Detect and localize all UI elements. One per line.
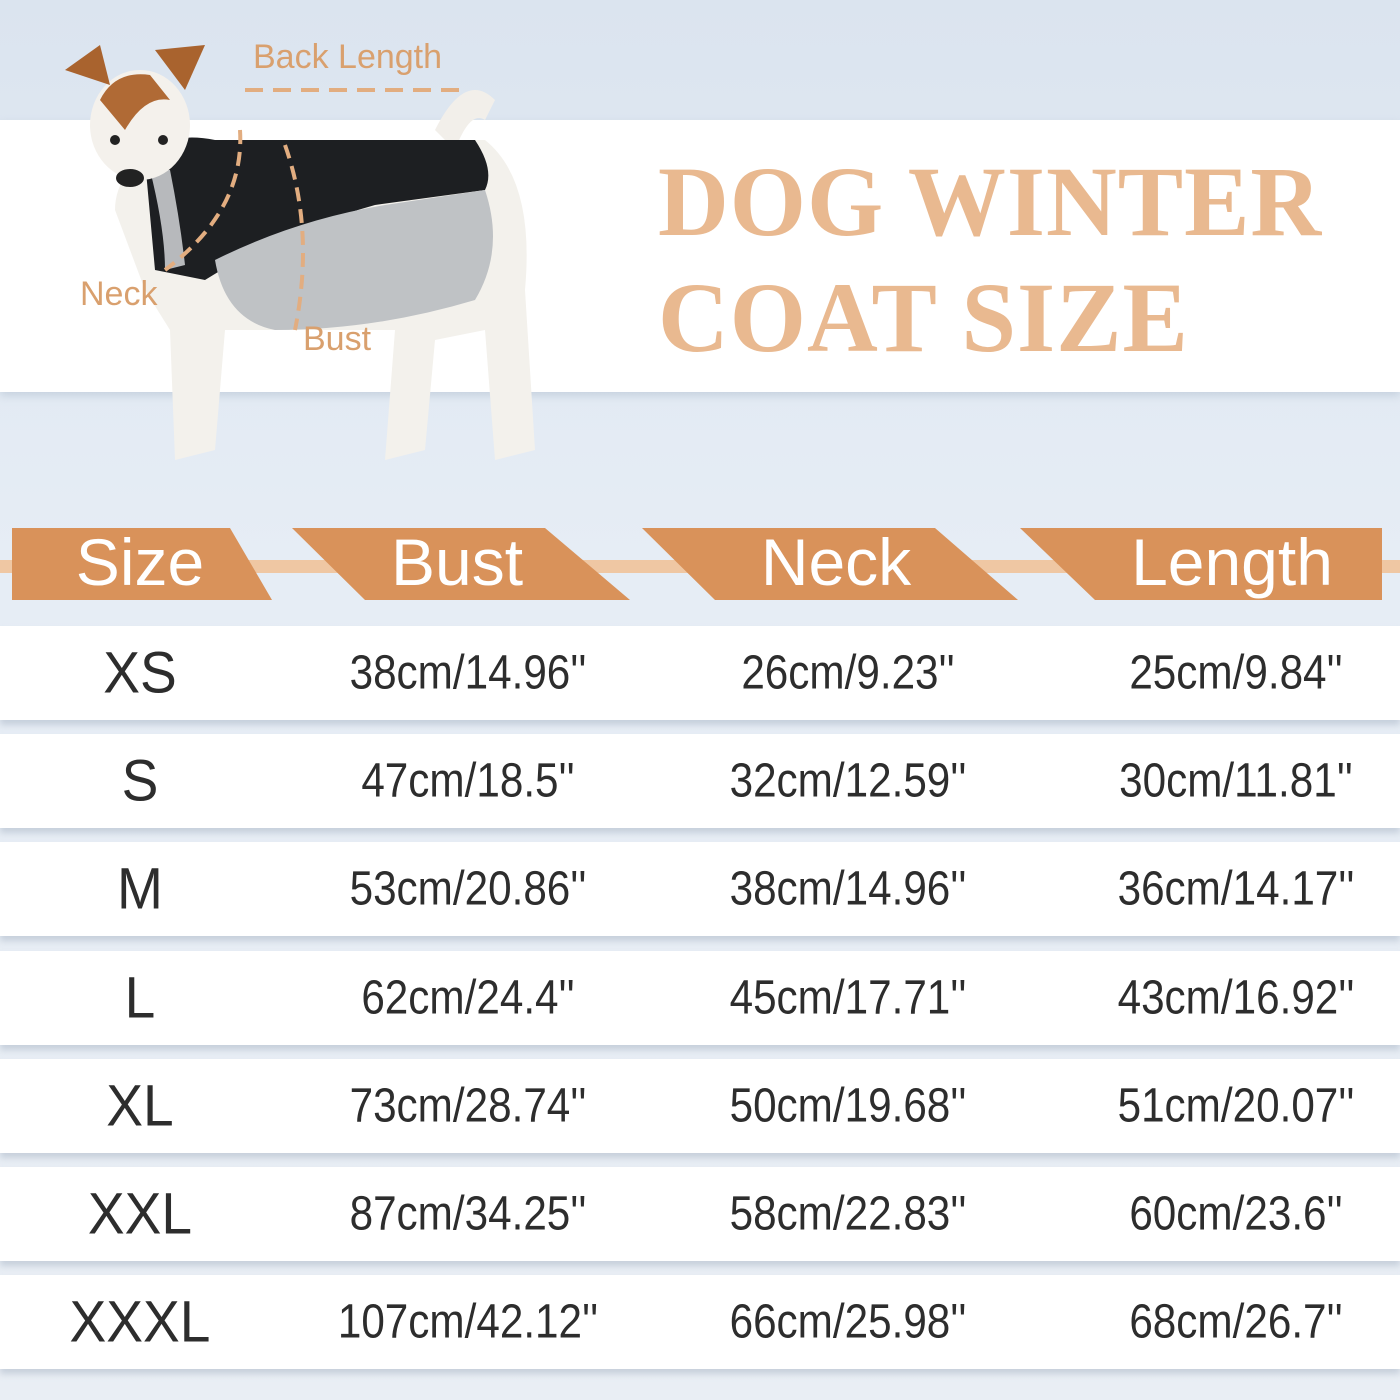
bust-cell: 53cm/20.86'' (349, 862, 587, 916)
table-row: S 47cm/18.5'' 32cm/12.59'' 30cm/11.81'' (0, 734, 1400, 829)
header-size: Size (75, 525, 205, 599)
bust-cell: 62cm/24.4'' (361, 971, 575, 1025)
neck-cell: 32cm/12.59'' (729, 754, 967, 808)
length-cell: 30cm/11.81'' (1119, 754, 1353, 808)
header-length: Length (1131, 525, 1333, 599)
header-shape-size (12, 528, 272, 600)
size-cell: XXXL (69, 1289, 211, 1355)
size-cell: L (124, 965, 156, 1031)
table-row: XXXL 107cm/42.12'' 66cm/25.98'' 68cm/26.7'' (0, 1275, 1400, 1370)
length-cell: 60cm/23.6'' (1129, 1187, 1343, 1241)
neck-cell: 66cm/25.98'' (729, 1295, 967, 1349)
header-neck: Neck (760, 525, 912, 599)
header-bust: Bust (390, 525, 524, 599)
table-row: XS 38cm/14.96'' 26cm/9.23'' 25cm/9.84'' (0, 626, 1400, 720)
header-shape-length (1020, 528, 1382, 600)
neck-cell: 45cm/17.71'' (729, 971, 967, 1025)
size-cell: S (121, 748, 159, 814)
bust-cell: 87cm/34.25'' (349, 1187, 587, 1241)
length-cell: 68cm/26.7'' (1129, 1295, 1343, 1349)
length-cell: 43cm/16.92'' (1117, 971, 1355, 1025)
size-cell: XL (106, 1073, 174, 1139)
length-cell: 36cm/14.17'' (1117, 862, 1355, 916)
neck-cell: 50cm/19.68'' (729, 1079, 967, 1133)
bust-cell: 73cm/28.74'' (349, 1079, 587, 1133)
header-shape-bust (292, 528, 630, 600)
dog-in-coat-illustration (65, 45, 535, 460)
bust-cell: 38cm/14.96'' (349, 646, 587, 700)
bust-label: Bust (303, 320, 372, 358)
neck-cell: 58cm/22.83'' (729, 1187, 967, 1241)
table-row: M 53cm/20.86'' 38cm/14.96'' 36cm/14.17'' (0, 842, 1400, 937)
neck-label: Neck (80, 275, 158, 313)
size-cell: M (117, 856, 163, 922)
bust-cell: 47cm/18.5'' (361, 754, 575, 808)
neck-cell: 26cm/9.23'' (741, 646, 955, 700)
bust-cell: 107cm/42.12'' (337, 1295, 599, 1349)
table-row: XXL 87cm/34.25'' 58cm/22.83'' 60cm/23.6'' (0, 1167, 1400, 1261)
table-row: XL 73cm/28.74'' 50cm/19.68'' 51cm/20.07'' (0, 1058, 1400, 1153)
title-line-2: COAT SIZE (658, 262, 1189, 373)
length-cell: 51cm/20.07'' (1117, 1079, 1355, 1133)
size-cell: XS (103, 640, 177, 706)
header-bar (0, 528, 1400, 600)
back-length-label: Back Length (253, 38, 443, 76)
size-cell: XXL (87, 1181, 193, 1247)
header-shape-neck (642, 528, 1018, 600)
title-line-1: DOG WINTER (658, 146, 1323, 257)
neck-cell: 38cm/14.96'' (729, 862, 967, 916)
length-cell: 25cm/9.84'' (1129, 646, 1343, 700)
table-row: L 62cm/24.4'' 45cm/17.71'' 43cm/16.92'' (0, 950, 1400, 1045)
